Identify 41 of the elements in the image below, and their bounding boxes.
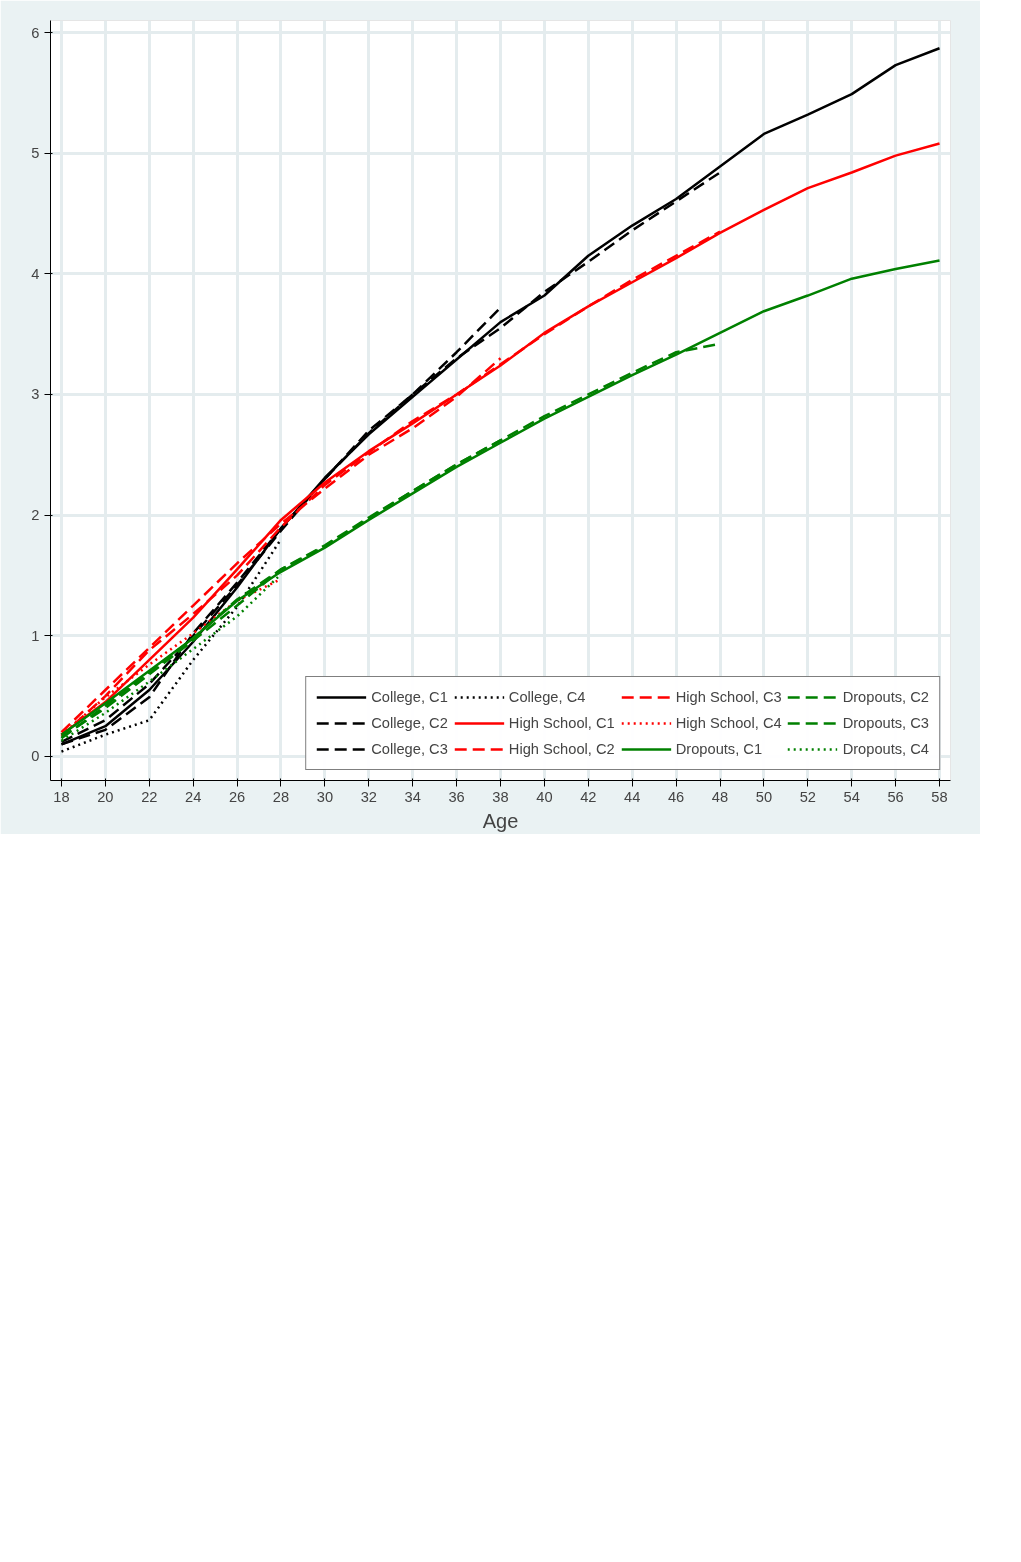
- legend-label: High School, C4: [675, 715, 782, 731]
- y-tick-label: 1: [31, 627, 40, 644]
- x-tick-label: 40: [536, 788, 553, 805]
- x-tick-label: 24: [185, 788, 202, 805]
- x-tick-label: 20: [97, 788, 114, 805]
- legend-label: College, C4: [508, 689, 586, 705]
- x-tick-label: 34: [404, 788, 421, 805]
- x-tick-label: 52: [799, 788, 816, 805]
- x-axis-title: Age: [482, 809, 519, 832]
- y-tick-label: 6: [31, 24, 40, 41]
- x-tick-label: 32: [360, 788, 377, 805]
- legend-label: High School, C1: [508, 715, 615, 731]
- x-tick-label: 38: [492, 788, 509, 805]
- x-tick-label: 36: [448, 788, 465, 805]
- y-tick-label: 4: [31, 265, 40, 282]
- legend-label: College, C1: [371, 689, 448, 705]
- legend-label: Dropouts, C1: [675, 741, 763, 757]
- x-tick-label: 30: [316, 788, 334, 805]
- legend-label: Dropouts, C4: [842, 741, 929, 757]
- legend-label: Dropouts, C2: [842, 689, 929, 705]
- x-tick-label: 50: [755, 788, 773, 805]
- x-tick-label: 54: [843, 788, 860, 805]
- x-tick-label: 26: [228, 788, 246, 805]
- y-tick-label: 5: [31, 145, 40, 162]
- x-tick-label: 46: [667, 788, 685, 805]
- legend-label: Dropouts, C3: [842, 715, 929, 731]
- x-tick-label: 56: [887, 788, 904, 805]
- x-tick-label: 18: [53, 788, 70, 805]
- y-tick-label: 3: [31, 386, 40, 403]
- x-tick-label: 58: [931, 788, 948, 805]
- legend-label: College, C3: [371, 741, 448, 757]
- x-tick-label: 48: [711, 788, 729, 805]
- x-tick-label: 44: [624, 788, 641, 805]
- x-tick-label: 22: [141, 788, 158, 805]
- legend-label: High School, C3: [675, 689, 782, 705]
- y-tick-label: 2: [31, 507, 40, 524]
- legend-label: College, C2: [371, 715, 448, 731]
- legend-label: High School, C2: [508, 741, 615, 757]
- x-tick-label: 42: [580, 788, 597, 805]
- x-tick-label: 28: [272, 788, 290, 805]
- y-tick-label: 0: [31, 748, 40, 765]
